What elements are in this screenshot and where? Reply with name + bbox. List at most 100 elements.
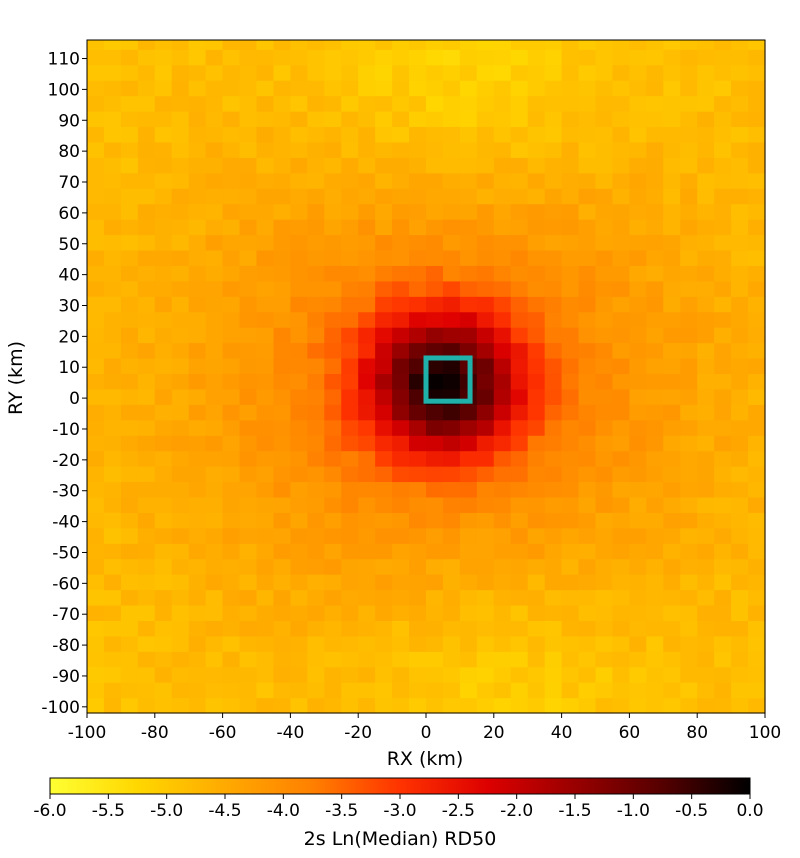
heatmap-cell bbox=[714, 450, 732, 467]
heatmap-cell bbox=[375, 697, 393, 714]
heatmap-cell bbox=[426, 342, 444, 359]
heatmap-cell bbox=[697, 234, 715, 251]
heatmap-cell bbox=[171, 682, 190, 699]
heatmap-cell bbox=[358, 558, 376, 575]
heatmap-cell bbox=[273, 249, 291, 266]
heatmap-cell bbox=[697, 327, 715, 344]
heatmap-cell bbox=[103, 574, 122, 591]
heatmap-cell bbox=[527, 527, 546, 544]
heatmap-cell bbox=[392, 64, 410, 81]
heatmap-cell bbox=[629, 373, 647, 390]
heatmap-cell bbox=[103, 558, 122, 575]
heatmap-cell bbox=[663, 527, 681, 544]
heatmap-cell bbox=[103, 311, 122, 328]
heatmap-cell bbox=[120, 666, 139, 683]
heatmap-cell bbox=[120, 40, 139, 50]
y-tick-label: -30 bbox=[52, 482, 80, 502]
heatmap-cell bbox=[697, 666, 715, 683]
heatmap-cell bbox=[409, 512, 427, 529]
heatmap-cell bbox=[714, 203, 732, 220]
heatmap-cell bbox=[748, 234, 766, 251]
heatmap-cell bbox=[171, 311, 190, 328]
heatmap-cell bbox=[442, 527, 461, 544]
heatmap-cell bbox=[731, 111, 749, 128]
heatmap-cell bbox=[612, 682, 630, 699]
heatmap-cell bbox=[341, 40, 359, 50]
heatmap-cell bbox=[87, 296, 105, 313]
heatmap-cell bbox=[595, 265, 614, 282]
heatmap-cell bbox=[205, 543, 224, 560]
heatmap-cell bbox=[341, 682, 359, 699]
heatmap-cell bbox=[188, 95, 207, 112]
heatmap-cell bbox=[595, 574, 614, 591]
heatmap-cell bbox=[392, 435, 410, 452]
heatmap-cell bbox=[222, 40, 241, 50]
heatmap-cell bbox=[324, 141, 342, 158]
heatmap-cell bbox=[714, 219, 732, 236]
heatmap-cell bbox=[748, 40, 766, 50]
heatmap-cell bbox=[680, 342, 698, 359]
heatmap-cell bbox=[510, 435, 529, 452]
heatmap-cell bbox=[87, 404, 105, 421]
heatmap-cell bbox=[544, 280, 563, 297]
y-axis: -100-90-80-70-60-50-40-30-20-10010203040… bbox=[41, 50, 87, 718]
heatmap-cell bbox=[578, 80, 597, 97]
heatmap-cell bbox=[120, 126, 139, 143]
heatmap-cell bbox=[222, 635, 241, 652]
heatmap-cell bbox=[561, 419, 580, 436]
heatmap-cell bbox=[307, 543, 325, 560]
heatmap-cell bbox=[493, 635, 512, 652]
heatmap-cell bbox=[748, 157, 766, 174]
heatmap-cell bbox=[663, 388, 681, 405]
heatmap-cell bbox=[239, 589, 258, 606]
heatmap-cell bbox=[629, 141, 647, 158]
heatmap-cell bbox=[510, 203, 529, 220]
heatmap-cell bbox=[375, 620, 393, 637]
heatmap-cell bbox=[409, 249, 427, 266]
heatmap-cell bbox=[697, 450, 715, 467]
heatmap-cell bbox=[527, 496, 546, 513]
heatmap-cell bbox=[205, 327, 224, 344]
heatmap-cell bbox=[544, 172, 563, 189]
heatmap-cell bbox=[561, 219, 580, 236]
source-box bbox=[423, 355, 473, 404]
heatmap-cell bbox=[171, 95, 190, 112]
heatmap-cell bbox=[120, 435, 139, 452]
heatmap-cell bbox=[307, 604, 325, 621]
heatmap-cell bbox=[459, 435, 478, 452]
heatmap-cell bbox=[459, 157, 478, 174]
heatmap-cell bbox=[646, 496, 664, 513]
heatmap-cell bbox=[324, 203, 342, 220]
heatmap-cell bbox=[714, 543, 732, 560]
heatmap-cell bbox=[222, 234, 241, 251]
colorbar-tick-label: -6.0 bbox=[33, 801, 66, 821]
heatmap-cell bbox=[459, 651, 478, 668]
heatmap-cell bbox=[731, 296, 749, 313]
heatmap-cell bbox=[358, 172, 376, 189]
heatmap-cell bbox=[714, 49, 732, 66]
heatmap-cell bbox=[697, 527, 715, 544]
heatmap-cell bbox=[103, 682, 122, 699]
heatmap-cell bbox=[731, 311, 749, 328]
heatmap-cell bbox=[375, 126, 393, 143]
heatmap-cell bbox=[222, 95, 241, 112]
heatmap-cell bbox=[103, 219, 122, 236]
heatmap-cell bbox=[612, 512, 630, 529]
heatmap-cell bbox=[748, 388, 766, 405]
heatmap-cell bbox=[561, 342, 580, 359]
heatmap-cell bbox=[171, 543, 190, 560]
heatmap-cell bbox=[680, 435, 698, 452]
heatmap-cell bbox=[527, 435, 546, 452]
heatmap-cell bbox=[137, 265, 156, 282]
heatmap-cell bbox=[307, 49, 325, 66]
heatmap-cell bbox=[341, 651, 359, 668]
heatmap-cell bbox=[680, 265, 698, 282]
heatmap-cell bbox=[375, 574, 393, 591]
heatmap-cell bbox=[324, 604, 342, 621]
heatmap-cell bbox=[493, 404, 512, 421]
heatmap-cell bbox=[256, 141, 275, 158]
heatmap-cell bbox=[680, 512, 698, 529]
heatmap-cell bbox=[222, 450, 241, 467]
heatmap-cell bbox=[341, 203, 359, 220]
heatmap-cell bbox=[697, 188, 715, 205]
